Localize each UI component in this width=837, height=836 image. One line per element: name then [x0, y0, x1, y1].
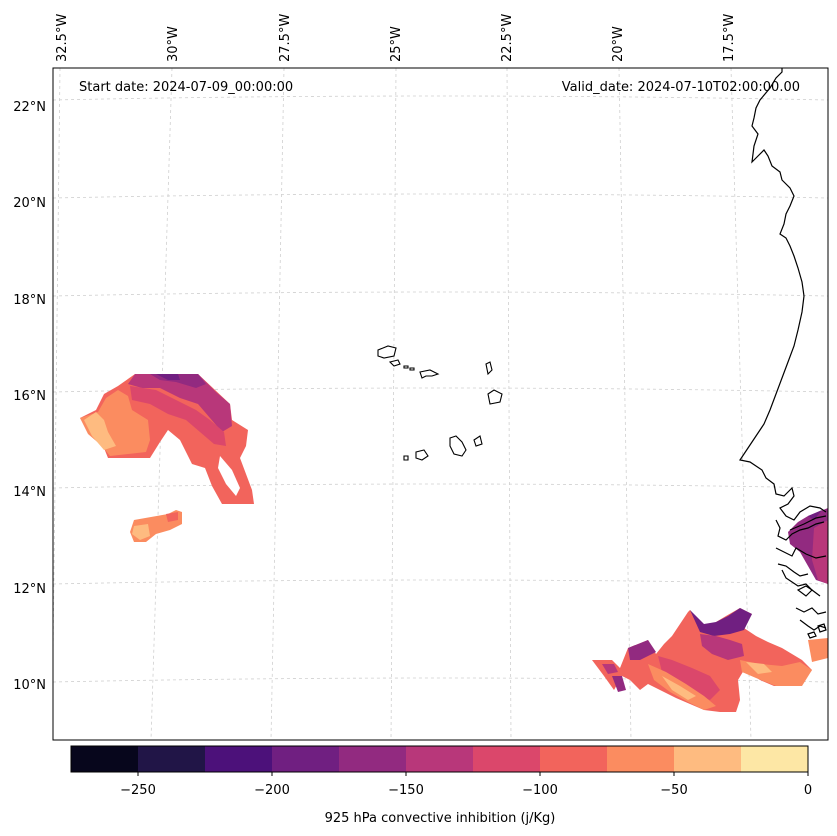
- lon-label-27-5w: 27.5°W: [278, 14, 293, 62]
- island-santiago: [449, 435, 467, 457]
- lon-label-17-5w: 17.5°W: [722, 14, 737, 62]
- gridline-20w: [618, 68, 632, 740]
- island-santa-luzia: [403, 365, 409, 369]
- colorbar-title: 925 hPa convective inhibition (j/Kg): [325, 811, 556, 826]
- gridline-17-5w: [730, 68, 752, 740]
- map-frame: [52, 67, 829, 741]
- lat-label-16n: 16°N: [13, 389, 46, 404]
- lon-label-30w: 30°W: [166, 26, 181, 62]
- colorbar-segment: [607, 746, 675, 772]
- gridline-25w: [390, 68, 397, 740]
- gridline-12n: [53, 579, 828, 585]
- colorbar-tick-label-200: −200: [254, 783, 290, 798]
- colorbar-segment: [674, 746, 742, 772]
- lon-label-22-5w: 22.5°W: [500, 14, 515, 62]
- cin-patch-coastal-inner: [812, 520, 828, 584]
- cin-cluster-west: [80, 374, 254, 504]
- colorbar-segment: [406, 746, 474, 772]
- gridline-18n: [53, 291, 828, 297]
- cin-cluster-southeast-band-b8377a: [700, 634, 744, 660]
- cin-cluster-southeast-coast-patch: [808, 638, 828, 662]
- cin-cluster-southeast-band-febb80-a: [662, 676, 696, 700]
- cin-cluster-southeast-band-701f81: [690, 608, 752, 636]
- colorbar-tick-label-0: 0: [804, 783, 812, 798]
- gridline-10n: [53, 677, 828, 683]
- colorbar: [70, 745, 809, 776]
- gridline-22-5w: [506, 68, 512, 740]
- cin-patch-small: [130, 510, 182, 542]
- cin-patch-small-inner: [132, 524, 150, 540]
- coastline-gambia: [789, 515, 827, 531]
- cin-patch-small-core: [166, 512, 178, 522]
- colorbar-segment: [339, 746, 407, 772]
- island-sao-vicente: [388, 359, 401, 367]
- colorbar-segment: [473, 746, 541, 772]
- cin-cluster-southeast-outer: [592, 608, 812, 712]
- island-santo-antao: [377, 345, 397, 359]
- colorbar-frame: [70, 745, 809, 773]
- cin-cluster-southeast-band-fb8c60-a: [648, 664, 716, 710]
- colorbar-segment: [741, 746, 809, 772]
- cin-cluster-west-band-db476b: [130, 386, 226, 446]
- cin-cluster-southeast: [592, 608, 828, 712]
- colorbar-tick-label-100: −100: [522, 783, 558, 798]
- island-sal: [485, 361, 493, 376]
- cin-cluster-southeast-band-febb80-b: [746, 662, 772, 674]
- cin-patch-coastal-core: [808, 510, 822, 520]
- coastline-africa: [739, 68, 827, 639]
- island-boa-vista: [487, 389, 503, 405]
- colorbar-tick-label-150: −150: [388, 783, 424, 798]
- start-date-label: Start date: 2024-07-09_00:00:00: [79, 80, 293, 95]
- gridline-14n: [53, 483, 828, 489]
- cin-cluster-west-band-febb80: [84, 412, 116, 450]
- latitude-labels: 22°N 20°N 18°N 16°N 14°N 12°N 10°N: [13, 100, 46, 693]
- colorbar-tick-label-250: −250: [120, 783, 156, 798]
- coastline-south: [775, 519, 827, 631]
- island-maio: [473, 435, 483, 447]
- cin-cluster-southeast-band-922a80-a: [628, 640, 656, 660]
- gridline-20n: [53, 193, 828, 199]
- lat-label-22n: 22°N: [13, 100, 46, 115]
- lat-label-10n: 10°N: [13, 678, 46, 693]
- coastline-main: [739, 68, 827, 521]
- cin-cluster-west-band-701f81: [156, 374, 180, 380]
- colorbar-segment: [71, 746, 139, 772]
- lon-label-20w: 20°W: [611, 26, 626, 62]
- map-content: [53, 68, 828, 740]
- gridline-22n: [53, 95, 828, 101]
- lat-label-14n: 14°N: [13, 485, 46, 500]
- cin-cluster-southeast-band-db476b: [658, 656, 720, 700]
- cin-cluster-west-gap: [218, 456, 240, 496]
- island-fogo: [415, 449, 429, 461]
- cin-cluster-west-band-b8377a: [128, 374, 232, 432]
- colorbar-segment: [272, 746, 340, 772]
- lat-label-18n: 18°N: [13, 293, 46, 308]
- cin-cluster-southeast-band-922a80-b: [612, 676, 626, 692]
- coastline-bijagos: [796, 585, 827, 639]
- colorbar-tick-label-50: −50: [660, 783, 687, 798]
- gridline-27-5w: [270, 68, 285, 740]
- lon-label-32-5w: 32.5°W: [55, 14, 70, 62]
- cape-verde-islands: [377, 345, 503, 461]
- valid-date-label: Valid_date: 2024-07-10T02:00:00.00: [562, 80, 800, 95]
- island-brava: [403, 455, 409, 461]
- colorbar-segment: [540, 746, 608, 772]
- colorbar-segment: [205, 746, 273, 772]
- lat-label-20n: 20°N: [13, 196, 46, 211]
- colorbar-tick-labels: −250 −200 −150 −100 −50 0: [120, 783, 812, 798]
- lon-label-25w: 25°W: [389, 26, 404, 62]
- colorbar-segment: [138, 746, 206, 772]
- island-sao-nicolau: [419, 369, 440, 379]
- cin-cluster-southeast-band-b8377a-b: [602, 664, 618, 674]
- lat-label-12n: 12°N: [13, 582, 46, 597]
- island-ilheus: [409, 367, 415, 371]
- longitude-labels: 32.5°W 30°W 27.5°W 25°W 22.5°W 20°W 17.5…: [55, 14, 737, 62]
